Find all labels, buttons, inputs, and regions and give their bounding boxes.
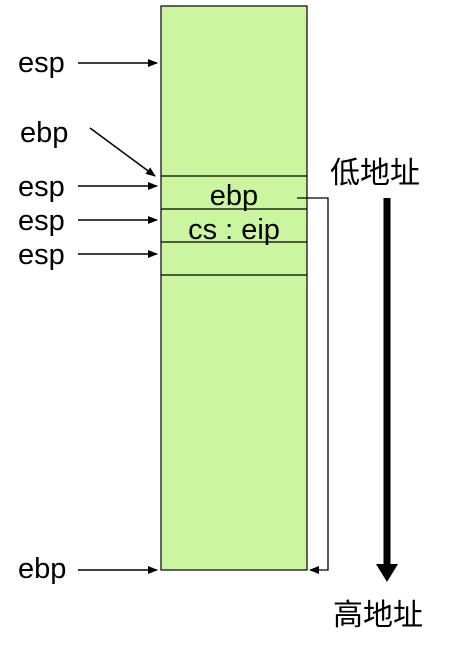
pointer-label-esp-1: esp (18, 171, 65, 203)
pointer-label-ebp-bottom: ebp (18, 553, 66, 585)
pointer-label-esp-top: esp (18, 47, 65, 79)
pointer-label-ebp-upper: ebp (20, 117, 68, 149)
pointer-arrow-ebp-upper (89, 127, 156, 177)
saved-ebp-link-connector (297, 197, 329, 574)
high-address-label: 高地址 (333, 598, 423, 633)
address-direction-arrowhead (376, 564, 398, 582)
pointer-label-esp-3: esp (18, 239, 65, 271)
stack-body (160, 5, 308, 571)
stack-cell-saved-ebp: ebp (210, 180, 258, 212)
low-address-label: 低地址 (330, 156, 420, 191)
pointer-label-esp-2: esp (18, 205, 65, 237)
stack-cell-return-address: cs : eip (188, 214, 280, 246)
